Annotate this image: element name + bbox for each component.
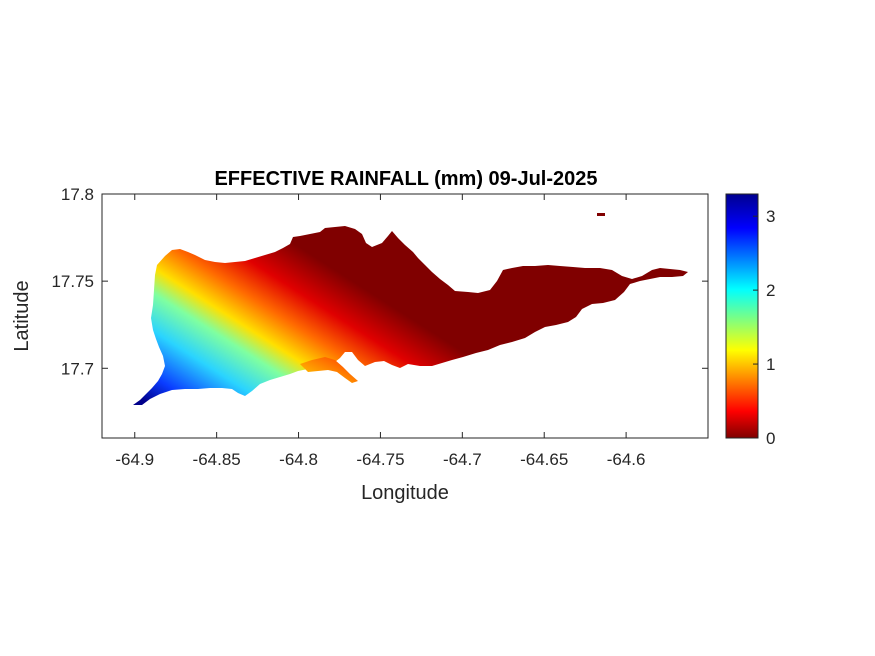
colorbar-gradient bbox=[725, 193, 759, 439]
y-axis-ticks: 17.7 17.75 17.8 bbox=[51, 185, 708, 378]
colorbar-ticks: 0 1 2 3 bbox=[753, 207, 775, 448]
x-tick-label: -64.75 bbox=[356, 450, 404, 469]
x-axis-ticks: -64.9 -64.85 -64.8 -64.75 -64.7 -64.65 -64.6 bbox=[115, 194, 645, 469]
y-axis-label: Latitude bbox=[11, 280, 33, 351]
x-tick-label: -64.9 bbox=[115, 450, 154, 469]
colorbar-tick-label: 3 bbox=[766, 207, 775, 226]
island-shape bbox=[133, 226, 688, 405]
x-tick-label: -64.7 bbox=[443, 450, 482, 469]
x-axis-label: Longitude bbox=[361, 482, 449, 504]
x-tick-label: -64.8 bbox=[279, 450, 318, 469]
cay-islet bbox=[597, 213, 605, 216]
island-tail bbox=[300, 357, 358, 383]
x-tick-label: -64.65 bbox=[520, 450, 568, 469]
y-tick-label: 17.75 bbox=[51, 272, 94, 291]
colorbar-tick-label: 2 bbox=[766, 281, 775, 300]
colorbar-tick-label: 1 bbox=[766, 355, 775, 374]
chart-title: EFFECTIVE RAINFALL (mm) 09-Jul-2025 bbox=[214, 168, 597, 190]
colorbar: 0 1 2 3 bbox=[725, 193, 775, 448]
plot-frame bbox=[101, 193, 709, 439]
plot-title: EFFECTIVE RAINFALL (mm) 09-Jul-2025 bbox=[214, 168, 597, 190]
colorbar-tick-label: 0 bbox=[766, 429, 775, 448]
x-tick-label: -64.85 bbox=[193, 450, 241, 469]
y-tick-label: 17.7 bbox=[61, 359, 94, 378]
x-tick-label: -64.6 bbox=[607, 450, 646, 469]
y-tick-label: 17.8 bbox=[61, 185, 94, 204]
map-area bbox=[133, 213, 688, 405]
